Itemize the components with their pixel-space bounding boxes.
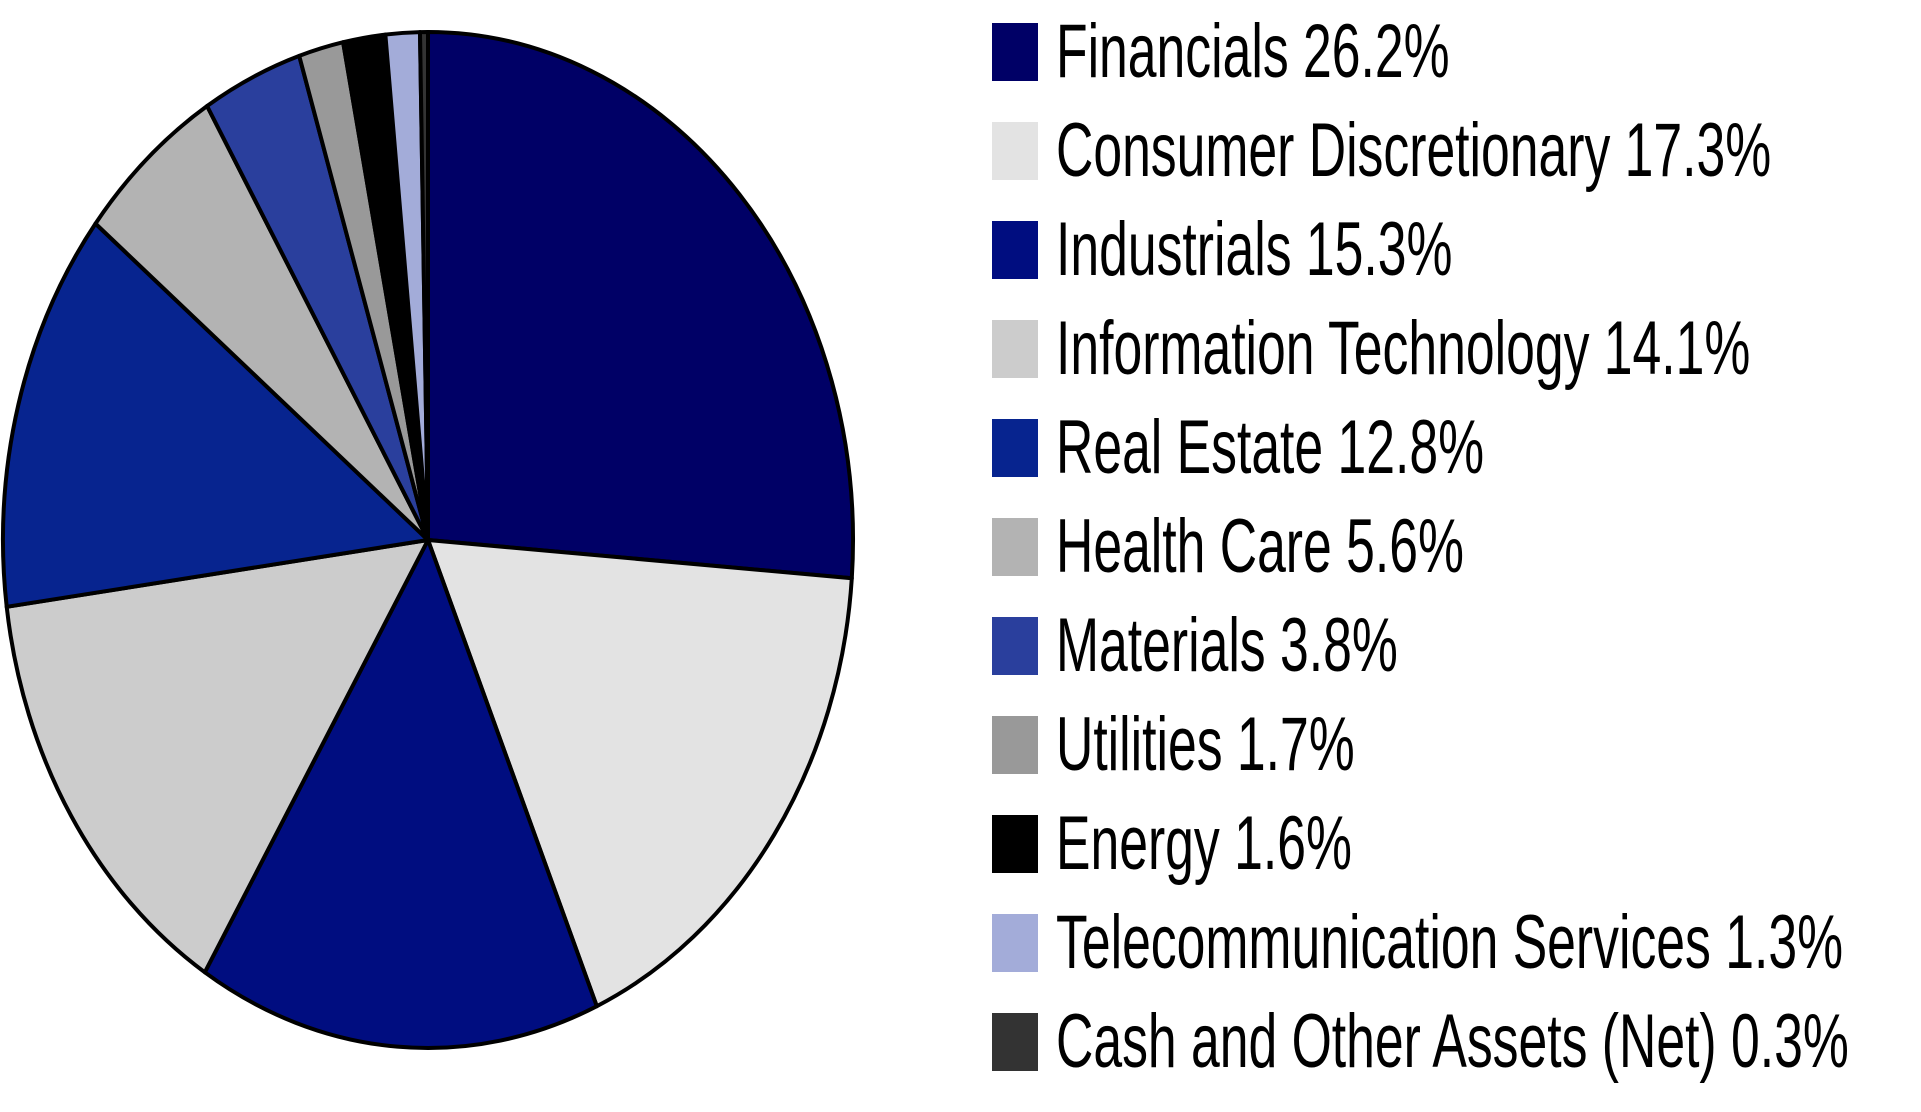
pie-slice-health-care — [93, 104, 430, 542]
pie-slice-industrials — [202, 538, 599, 1050]
legend-item: Industrials 15.3% — [992, 207, 1912, 320]
legend-swatch — [992, 320, 1038, 378]
legend-item: Utilities 1.7% — [992, 702, 1912, 815]
legend-swatch — [992, 815, 1038, 873]
legend-item: Materials 3.8% — [992, 603, 1912, 716]
legend-swatch — [992, 1013, 1038, 1071]
legend-label: Utilities 1.7% — [1056, 702, 1355, 787]
legend-swatch — [992, 221, 1038, 279]
legend-swatch — [992, 122, 1038, 180]
legend-item: Health Care 5.6% — [992, 504, 1912, 617]
legend-label: Telecommunication Services 1.3% — [1056, 900, 1844, 985]
legend-item: Information Technology 14.1% — [992, 306, 1912, 419]
legend-swatch — [992, 419, 1038, 477]
pie-chart — [1, 30, 855, 1050]
legend-label: Cash and Other Assets (Net) 0.3% — [1056, 999, 1849, 1084]
legend-label: Energy 1.6% — [1056, 801, 1352, 886]
legend-item: Consumer Discretionary 17.3% — [992, 108, 1912, 221]
legend-label: Consumer Discretionary 17.3% — [1056, 108, 1772, 193]
legend-label: Information Technology 14.1% — [1056, 306, 1751, 391]
legend-label: Industrials 15.3% — [1056, 207, 1453, 292]
pie-slice-consumer-discretionary — [426, 538, 854, 1009]
legend-item: Financials 26.2% — [992, 9, 1912, 122]
legend-label: Materials 3.8% — [1056, 603, 1398, 688]
pie-slice-real-estate — [1, 221, 430, 609]
legend-swatch — [992, 914, 1038, 972]
legend-label: Financials 26.2% — [1056, 9, 1450, 94]
legend-label: Real Estate 12.8% — [1056, 405, 1485, 490]
legend-label: Health Care 5.6% — [1056, 504, 1464, 589]
pie-slice-cash-and-other-assets-net — [417, 30, 430, 542]
legend-item: Real Estate 12.8% — [992, 405, 1912, 518]
pie-slice-financials — [426, 30, 855, 581]
legend-item: Energy 1.6% — [992, 801, 1912, 914]
legend-swatch — [992, 617, 1038, 675]
legend-swatch — [992, 716, 1038, 774]
legend-swatch — [992, 518, 1038, 576]
legend-swatch — [992, 23, 1038, 81]
pie-slice-information-technology — [4, 538, 430, 975]
legend-item: Telecommunication Services 1.3% — [992, 900, 1912, 1013]
legend-item: Cash and Other Assets (Net) 0.3% — [992, 999, 1912, 1112]
